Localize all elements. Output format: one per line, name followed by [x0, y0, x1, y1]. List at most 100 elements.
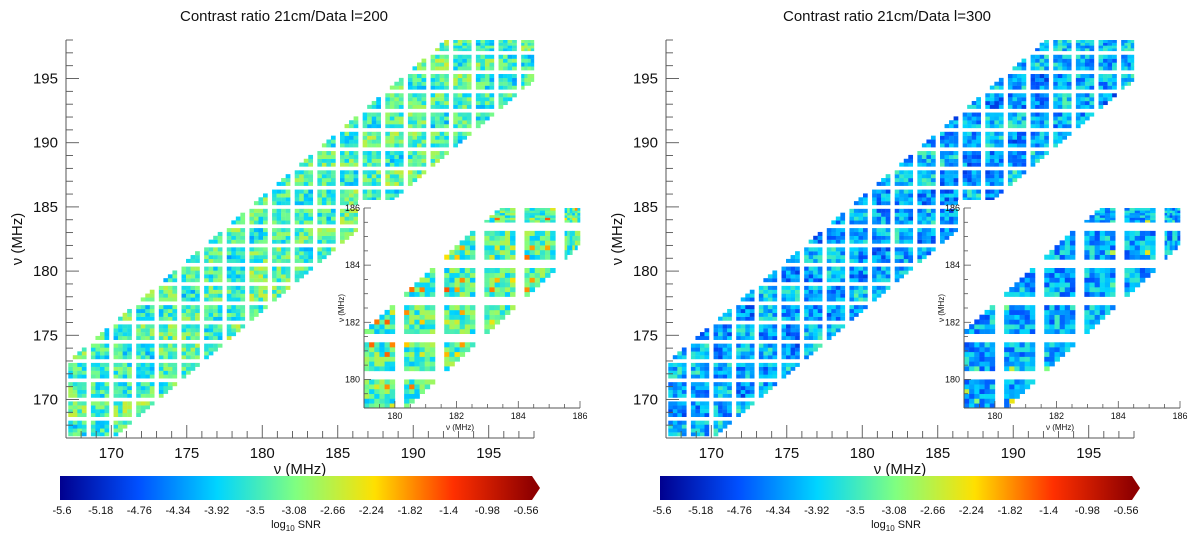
heatmap-cell [231, 305, 237, 310]
inset-heatmap-cell [424, 366, 431, 372]
heatmap-cell [240, 312, 246, 317]
heatmap-cell [1053, 74, 1058, 79]
heatmap-cell [321, 197, 327, 202]
heatmap-cell [894, 212, 900, 217]
y-tick-label: 195 [33, 71, 58, 88]
heatmap-cell [881, 216, 886, 221]
heatmap-cell [953, 124, 959, 129]
heatmap-cell [344, 135, 350, 140]
heatmap-cell [1062, 131, 1068, 136]
heatmap-cell [253, 289, 259, 294]
heatmap-cell [804, 255, 809, 260]
inset-heatmap-cell [979, 384, 985, 390]
heatmap-cell [217, 255, 223, 260]
heatmap-cell [81, 351, 87, 356]
heatmap-cell [308, 220, 314, 225]
heatmap-cell [795, 324, 800, 329]
inset-heatmap-cell [459, 319, 466, 325]
heatmap-cell [835, 285, 841, 290]
heatmap-cell [113, 343, 119, 348]
heatmap-cell [208, 328, 214, 333]
heatmap-cell [99, 351, 105, 356]
inset-heatmap-cell [574, 235, 578, 241]
heatmap-cell [944, 197, 950, 202]
heatmap-cell [940, 135, 945, 140]
inset-heatmap-cell [1019, 388, 1025, 395]
heatmap-cell [285, 197, 291, 202]
heatmap-cell [376, 143, 381, 148]
heatmap-cell [699, 424, 705, 429]
heatmap-cell [930, 212, 936, 217]
heatmap-cell [704, 347, 710, 352]
heatmap-cell [385, 112, 391, 117]
heatmap-cell [994, 162, 1000, 167]
heatmap-cell [113, 412, 119, 418]
heatmap-cell [317, 258, 323, 263]
heatmap-cell [480, 77, 486, 82]
inset-heatmap-cell [494, 314, 501, 320]
heatmap-cell [736, 366, 741, 371]
heatmap-cell [527, 62, 531, 67]
heatmap-cell [158, 312, 164, 317]
heatmap-cell [68, 382, 73, 387]
heatmap-cell [362, 158, 368, 163]
heatmap-cell [512, 93, 517, 98]
inset-heatmap-cell [1069, 277, 1076, 283]
heatmap-cell [804, 343, 809, 348]
inset-heatmap-cell [1049, 287, 1055, 293]
heatmap-cell [276, 274, 282, 279]
heatmap-cell [858, 274, 864, 279]
heatmap-cell [790, 362, 796, 367]
heatmap-cell [1080, 116, 1086, 121]
heatmap-cell [1007, 131, 1013, 136]
heatmap-cell [462, 131, 468, 136]
heatmap-cell [998, 151, 1004, 156]
heatmap-cell [213, 239, 218, 244]
heatmap-cell [90, 386, 96, 391]
heatmap-cell [713, 389, 719, 394]
heatmap-cell [758, 285, 764, 290]
inset-heatmap-cell [409, 328, 415, 335]
heatmap-cell [457, 66, 463, 71]
heatmap-cell [204, 328, 209, 333]
heatmap-cell [231, 270, 237, 275]
heatmap-cell [876, 193, 882, 198]
heatmap-cell [299, 255, 304, 260]
inset-heatmap-cell [1004, 398, 1010, 404]
inset-heatmap-cell [484, 235, 490, 241]
heatmap-cell [835, 247, 841, 252]
heatmap-cell [713, 347, 719, 352]
inset-heatmap-cell [469, 324, 476, 330]
chart-title: Contrast ratio 21cm/Data l=300 [783, 8, 992, 25]
heatmap-cell [835, 328, 841, 333]
heatmap-cell [921, 247, 927, 252]
heatmap-cell [231, 228, 237, 233]
inset-heatmap-cell [484, 324, 490, 330]
heatmap-cell [727, 366, 732, 371]
heatmap-cell [831, 247, 837, 252]
heatmap-cell [294, 189, 300, 194]
heatmap-cell [294, 270, 300, 275]
heatmap-cell [190, 266, 196, 271]
inset-heatmap-cell [524, 268, 530, 274]
heatmap-cell [826, 316, 832, 321]
heatmap-cell [95, 412, 101, 418]
heatmap-cell [1112, 81, 1117, 86]
inset-heatmap-cell [1094, 235, 1101, 241]
heatmap-cell [727, 355, 732, 360]
x-tick-label: 195 [1076, 445, 1101, 462]
inset-heatmap-cell [1099, 309, 1106, 315]
inset-heatmap-cell [1024, 319, 1031, 325]
heatmap-cell [795, 312, 800, 317]
heatmap-cell [985, 116, 991, 121]
heatmap-cell [749, 374, 755, 379]
heatmap-cell [1066, 74, 1072, 79]
heatmap-cell [430, 139, 436, 144]
inset-heatmap-cell [409, 347, 415, 353]
heatmap-cell [740, 347, 746, 352]
heatmap-cell [872, 270, 877, 275]
heatmap-cell [763, 312, 769, 317]
heatmap-cell [462, 45, 468, 49]
heatmap-cell [81, 401, 87, 406]
inset-heatmap-cell [459, 291, 466, 297]
